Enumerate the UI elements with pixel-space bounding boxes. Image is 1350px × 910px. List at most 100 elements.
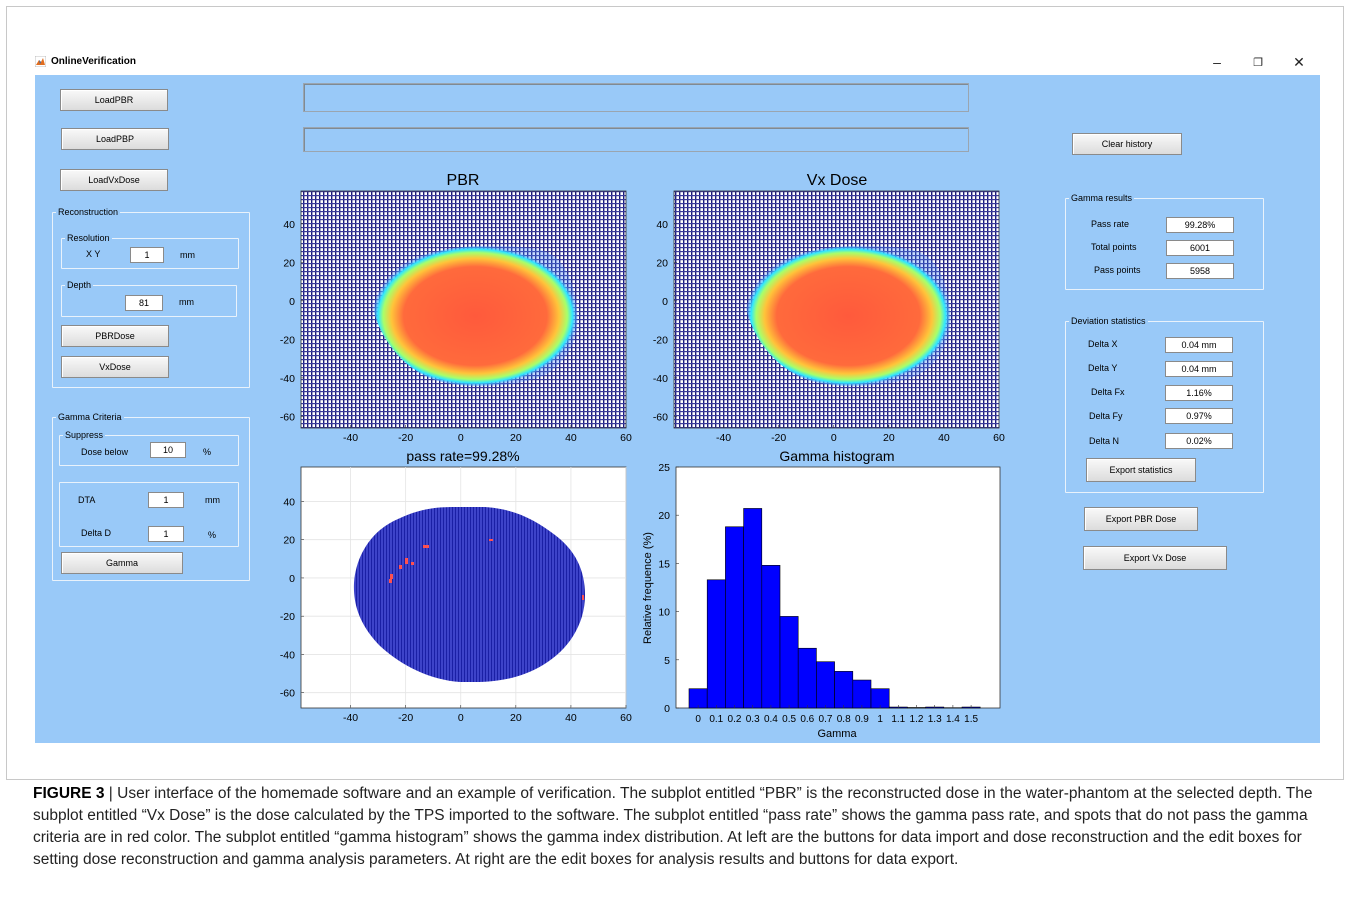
depth-input[interactable]: 81 [125,295,163,311]
load-pbr-button[interactable]: LoadPBR [60,89,168,111]
delta-x-label: Delta X [1088,339,1118,349]
y-tick-label: 20 [283,535,295,547]
y-tick-label: 5 [664,655,670,667]
pbr-x-ticks: -40 -20 0 20 40 60 [343,425,632,444]
app-client-area: LoadPBR LoadPBP LoadVxDose Reconstructio… [35,75,1320,743]
x-tick-label: 0 [831,432,837,444]
delta-n-label: Delta N [1089,436,1120,446]
pbr-path-box[interactable] [303,83,969,112]
histogram-ylabel: Relative frequence (%) [642,532,654,644]
x-tick-label: -20 [398,712,413,724]
histogram-bars [688,508,981,709]
x-tick-label: 60 [620,432,632,444]
load-pbp-button[interactable]: LoadPBP [61,128,169,150]
pbr-title: PBR [447,172,480,189]
y-tick-label: -20 [280,334,295,346]
histogram-xlabel: Gamma [817,728,857,740]
deviation-statistics-title: Deviation statistics [1069,316,1148,326]
dta-label: DTA [78,495,96,505]
x-tick-label: 0.8 [837,714,851,725]
depth-group: Depth 81 mm [61,280,237,317]
gamma-results-panel: Gamma results Pass rate 99.28% Total poi… [1065,193,1264,290]
pass-rate-field[interactable]: 99.28% [1166,217,1234,233]
total-points-label: Total points [1091,242,1137,252]
delta-d-input[interactable]: 1 [148,526,184,542]
histogram-title: Gamma histogram [779,448,894,464]
x-tick-label: 0 [695,714,701,725]
x-tick-label: 40 [938,432,950,444]
pass-rate-plot: pass rate=99.28% -40 -20 0 20 40 60 40200-20-… [280,448,632,724]
x-tick-label: 1.5 [964,714,978,725]
y-tick-label: 20 [283,257,295,269]
histogram-bar [797,647,817,709]
dta-unit: mm [205,495,220,505]
delta-n-field[interactable]: 0.02% [1165,433,1233,449]
histogram-bar [779,616,799,709]
x-tick-label: 60 [993,432,1005,444]
vx-title: Vx Dose [807,172,868,189]
x-tick-label: 1.4 [946,714,960,725]
histogram-y-ticks: 0 5 10 15 20 25 [658,462,679,715]
dta-delta-group: DTA 1 mm Delta D 1 % [59,482,239,547]
vx-dose-region [746,245,951,387]
delta-fx-label: Delta Fx [1091,387,1125,397]
resolution-xy-input[interactable]: 1 [130,247,164,263]
delta-y-label: Delta Y [1088,363,1118,373]
pbp-path-box[interactable] [303,127,969,152]
y-tick-label: 20 [656,257,668,269]
delta-fx-field[interactable]: 1.16% [1165,385,1233,401]
pass-points-field[interactable]: 5958 [1166,263,1234,279]
x-tick-label: 40 [565,712,577,724]
y-tick-label: -40 [280,373,295,385]
minimize-button[interactable]: – [1213,54,1221,70]
x-tick-label: 0 [458,432,464,444]
restore-button[interactable]: ❐ [1253,57,1263,69]
x-tick-label: 20 [883,432,895,444]
x-tick-label: 0.4 [764,714,778,725]
suppress-title: Suppress [63,430,106,440]
load-vxdose-button[interactable]: LoadVxDose [60,169,168,191]
y-tick-label: 25 [658,462,670,474]
pbrdose-button[interactable]: PBRDose [61,325,169,347]
export-statistics-button[interactable]: Export statistics [1086,458,1196,482]
vxdose-button[interactable]: VxDose [61,356,169,378]
x-tick-label: 1.3 [928,714,942,725]
close-button[interactable]: ✕ [1293,54,1305,70]
x-tick-label: 20 [510,712,522,724]
clear-history-button[interactable]: Clear history [1072,133,1182,155]
delta-y-field[interactable]: 0.04 mm [1165,361,1233,377]
x-tick-label: 0.6 [800,714,814,725]
export-pbr-dose-button[interactable]: Export PBR Dose [1084,507,1198,531]
delta-d-unit: % [208,530,217,540]
pbr-dose-region [373,245,578,387]
xy-label: X Y [86,249,101,259]
x-tick-label: 1 [877,714,883,725]
histogram-bar [852,679,872,709]
x-tick-label: -20 [771,432,786,444]
reconstruction-panel: Reconstruction Resolution X Y 1 mm Depth… [52,207,250,388]
figure-caption: FIGURE 3 | User interface of the homemad… [33,785,1313,868]
gamma-button[interactable]: Gamma [61,552,183,574]
pbr-y-ticks: 40 20 0 -20 -40 -60 [280,219,304,423]
x-tick-label: 0.7 [819,714,833,725]
pass-rate-label: Pass rate [1091,219,1130,229]
dose-below-input[interactable]: 10 [150,442,186,458]
total-points-field[interactable]: 6001 [1166,240,1234,256]
histogram-bar [834,671,854,709]
delta-x-field[interactable]: 0.04 mm [1165,337,1233,353]
gamma-criteria-panel: Gamma Criteria Suppress Dose below 10 % … [52,412,250,581]
x-tick-label: -40 [343,712,358,724]
x-tick-label: 40 [565,432,577,444]
dta-input[interactable]: 1 [148,492,184,508]
y-tick-label: -60 [653,411,668,423]
delta-d-label: Delta D [81,528,112,538]
plots-canvas: PBR -40 -20 0 20 40 60 40 20 0 -20 -40 -60 Vx Dose… [280,172,1005,740]
y-tick-label: 20 [658,510,670,522]
x-tick-label: 20 [510,432,522,444]
y-tick-label: 10 [658,607,670,619]
export-vx-dose-button[interactable]: Export Vx Dose [1083,546,1227,570]
x-tick-label: 0.3 [746,714,760,725]
pass-points-label: Pass points [1094,265,1141,275]
delta-fy-field[interactable]: 0.97% [1165,408,1233,424]
dose-below-label: Dose below [81,447,129,457]
